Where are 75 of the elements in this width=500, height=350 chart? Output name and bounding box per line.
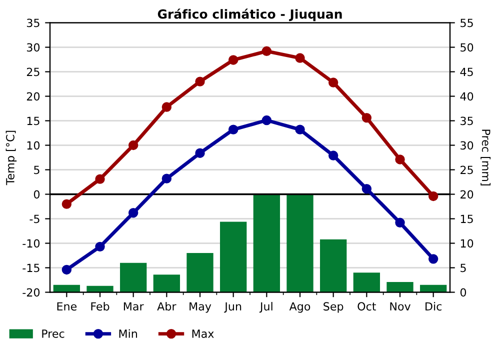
y2-tick-label: 40 <box>460 92 474 101</box>
point <box>295 124 305 134</box>
point <box>328 78 338 88</box>
point <box>62 199 72 209</box>
legend-label: Max <box>192 330 214 338</box>
y2-tick-label: 30 <box>460 141 474 150</box>
point <box>95 242 105 252</box>
point <box>195 148 205 158</box>
x-tick-label: Ago <box>289 302 310 313</box>
y-tick-label: 35 <box>26 18 40 28</box>
point <box>95 174 105 184</box>
x-tick-label: Dic <box>426 302 442 311</box>
y-tick-label: 20 <box>26 92 40 101</box>
bar <box>253 194 280 292</box>
y-tick-label: -5 <box>30 214 40 224</box>
y-axis-title: Temp [°C] <box>6 130 17 186</box>
point <box>128 140 138 150</box>
y2-tick-label: 15 <box>460 214 473 224</box>
point <box>195 76 205 86</box>
x-tick-label: Abr <box>157 302 176 311</box>
point <box>128 208 138 218</box>
y2-tick-label: 5 <box>460 264 466 272</box>
x-tick-label: Nov <box>390 302 411 311</box>
point <box>328 150 338 160</box>
y2-tick-label: 35 <box>460 116 473 126</box>
x-tick-label: Ene <box>57 302 77 311</box>
point <box>262 115 272 126</box>
point <box>395 218 405 228</box>
y2-tick-label: 20 <box>460 190 474 199</box>
point <box>62 264 72 275</box>
y2-tick-label: 45 <box>460 68 473 76</box>
legend-label: Min <box>119 329 137 338</box>
bar <box>153 274 180 292</box>
bar <box>186 253 214 292</box>
y2-tick-label: 55 <box>460 18 473 28</box>
point <box>228 124 238 134</box>
point <box>362 112 372 123</box>
point <box>262 46 272 56</box>
y2-tick-label: 25 <box>460 166 473 174</box>
bar <box>120 262 147 292</box>
y-tick-label: -10 <box>22 239 40 248</box>
bar <box>220 222 247 292</box>
x-tick-label: Feb <box>91 302 110 311</box>
point <box>395 154 405 164</box>
point <box>162 102 172 112</box>
y-tick-label: 15 <box>27 116 40 126</box>
y-tick-label: 5 <box>34 166 40 174</box>
y2-axis-title: Prec [mm] <box>480 130 491 186</box>
y-tick-label: 0 <box>34 190 40 199</box>
y-tick-label: 25 <box>26 68 40 76</box>
point <box>428 191 438 202</box>
bar <box>320 239 347 292</box>
bar <box>386 282 414 292</box>
point <box>228 55 238 65</box>
legend-label: Prec <box>42 330 64 338</box>
point <box>428 254 438 264</box>
y-tick-label: 30 <box>26 43 40 52</box>
y-tick-label: -15 <box>22 264 40 272</box>
y2-tick-label: 50 <box>460 43 474 52</box>
y2-tick-label: 0 <box>460 288 466 297</box>
y-tick-label: 10 <box>27 141 40 150</box>
x-tick-label: Oct <box>358 302 376 311</box>
x-tick-label: May <box>190 302 212 313</box>
bar <box>286 194 314 292</box>
x-tick-label: Jul <box>259 302 272 313</box>
y-tick-label: -20 <box>22 288 40 297</box>
point <box>362 184 372 194</box>
y2-tick-label: 10 <box>460 239 474 248</box>
x-tick-label: Jun <box>224 302 242 313</box>
point <box>295 53 305 63</box>
chart-title: Gráfico climático - Jiuquan <box>158 8 342 22</box>
bar <box>353 272 380 292</box>
point <box>162 174 172 184</box>
x-tick-label: Sep <box>324 302 344 313</box>
x-tick-label: Mar <box>124 302 144 311</box>
